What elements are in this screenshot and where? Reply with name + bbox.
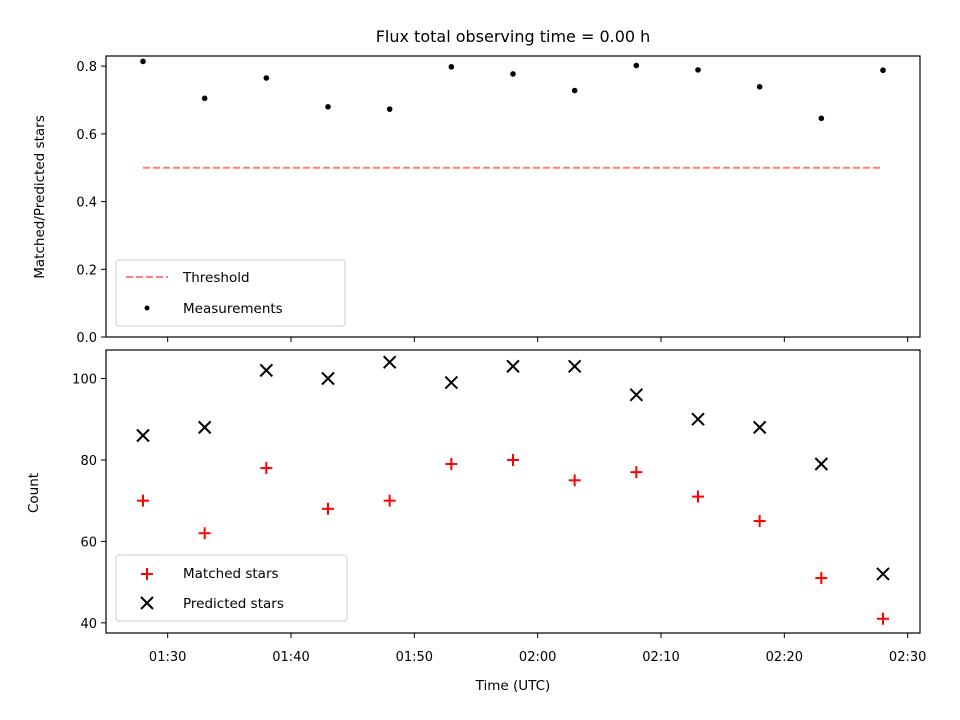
x-tick-label: 02:00: [519, 650, 556, 665]
bottom-panel: 40 60 80 100 01:30 01:40 01:50 02:00 02:10 02:20…: [26, 349, 926, 694]
predicted-stars-point: [321, 371, 335, 386]
legend-matched-label: Matched stars: [183, 566, 279, 582]
top-y-tick-label: 0.6: [76, 128, 97, 143]
legend-measurements-label: Measurements: [183, 301, 283, 317]
predicted-stars-point: [259, 363, 274, 378]
bottom-y-tick-label: 60: [80, 535, 97, 550]
matched-stars-point: [137, 494, 149, 507]
predicted-stars-point: [197, 420, 212, 435]
x-tick-label: 02:10: [642, 650, 679, 665]
matched-stars-point: [630, 466, 643, 479]
legend-predicted-label: Predicted stars: [183, 596, 284, 612]
measurement-point: [695, 67, 701, 73]
measurement-point: [263, 75, 270, 81]
measurement-point: [818, 115, 825, 122]
measurement-point: [510, 71, 516, 77]
matched-stars-point: [260, 462, 273, 475]
top-legend: Threshold Measurements: [115, 259, 346, 327]
matched-stars-point: [322, 502, 334, 515]
predicted-stars-point: [814, 457, 829, 471]
measurement-point: [386, 106, 393, 112]
legend-predicted-swatch: [140, 596, 154, 610]
predicted-stars-point: [876, 567, 890, 581]
predicted-stars-point: [752, 420, 767, 435]
predicted-stars-point: [382, 355, 397, 369]
bottom-y-tick-label: 80: [80, 454, 97, 469]
predicted-stars-point: [629, 388, 644, 402]
predicted-stars-point: [444, 375, 459, 390]
bottom-y-tick-label: 40: [80, 617, 97, 632]
bottom-y-tick-label: 100: [72, 373, 97, 388]
legend-measurements-swatch: [144, 305, 150, 311]
measurement-point: [325, 103, 331, 110]
matched-stars-point: [198, 527, 211, 540]
top-panel: 0.00.20.40.60.8 Matched/Predicted stars …: [32, 55, 921, 346]
bottom-y-axis-label: Count: [26, 473, 42, 513]
measurement-point: [201, 95, 208, 102]
predicted-stars-point: [691, 412, 705, 426]
top-y-axis-label: Matched/Predicted stars: [32, 115, 48, 278]
bottom-plot-area: [105, 349, 921, 634]
matched-stars-point: [507, 453, 519, 466]
matched-stars-point: [383, 494, 396, 507]
bottom-legend-box: [115, 554, 348, 622]
measurement-point: [756, 84, 763, 90]
legend-threshold-label: Threshold: [182, 270, 250, 286]
matched-stars-point: [815, 572, 828, 585]
measurement-point: [140, 58, 146, 65]
predicted-stars-point: [136, 428, 150, 443]
top-y-tick-label: 0.0: [76, 331, 97, 346]
measurement-point: [571, 87, 578, 94]
matched-stars-point: [692, 490, 704, 503]
x-tick-label: 01:30: [149, 650, 186, 665]
measurement-point: [880, 67, 886, 74]
matched-stars-point: [445, 458, 458, 471]
x-tick-label: 02:20: [766, 650, 803, 665]
chart-title: Flux total observing time = 0.00 h: [376, 27, 651, 46]
top-y-tick-label: 0.4: [76, 196, 97, 211]
x-tick-label: 02:30: [889, 650, 926, 665]
measurement-point: [448, 64, 455, 70]
x-axis-label: Time (UTC): [475, 678, 551, 694]
predicted-stars-point: [567, 359, 582, 373]
top-y-tick-label: 0.8: [76, 60, 97, 75]
top-plot-area: [105, 55, 921, 338]
top-legend-box: [115, 259, 346, 327]
matched-stars-point: [753, 515, 766, 528]
matched-stars-point: [568, 474, 581, 487]
bottom-legend: Matched stars Predicted stars: [115, 554, 348, 622]
x-tick-label: 01:40: [272, 650, 309, 665]
measurement-point: [633, 62, 640, 69]
top-y-tick-label: 0.2: [76, 263, 97, 278]
legend-matched-swatch: [141, 568, 153, 580]
predicted-stars-point: [506, 359, 520, 373]
x-tick-label: 01:50: [396, 650, 433, 665]
matched-stars-point: [877, 612, 889, 625]
